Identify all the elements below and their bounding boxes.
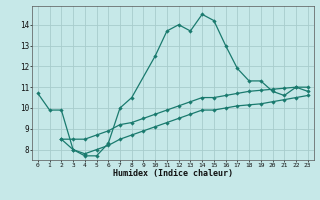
X-axis label: Humidex (Indice chaleur): Humidex (Indice chaleur) xyxy=(113,169,233,178)
